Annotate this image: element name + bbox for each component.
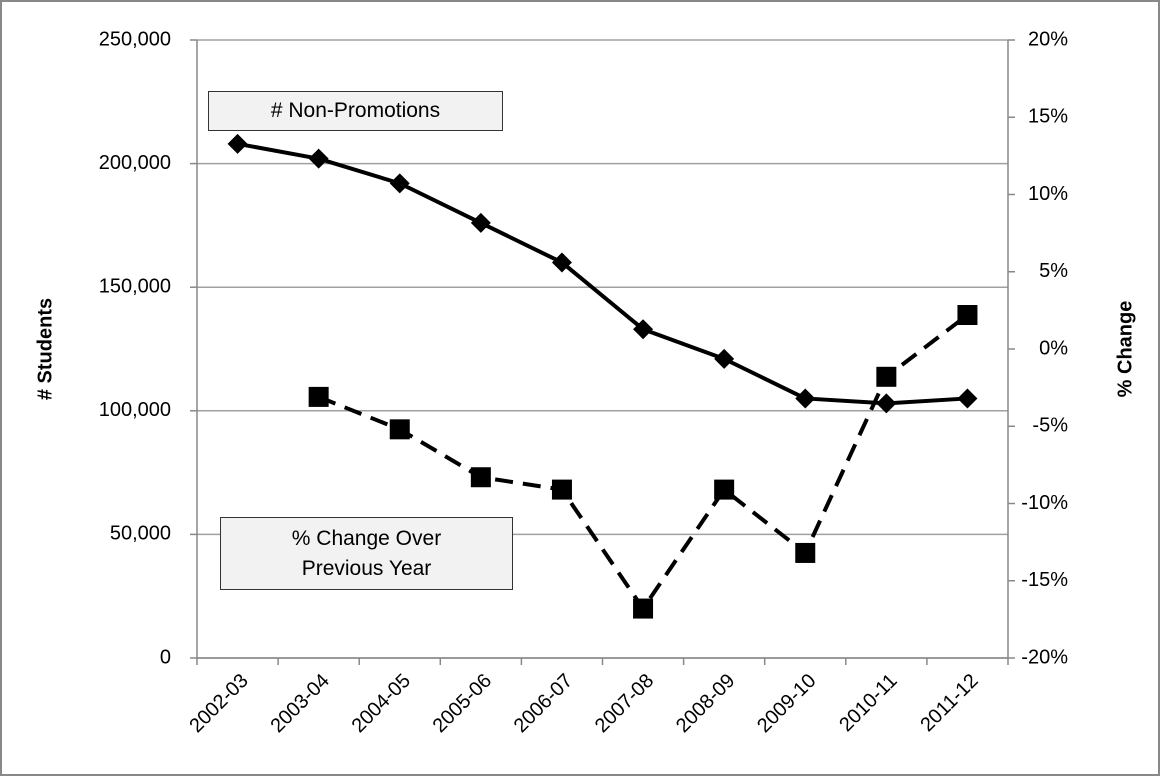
y2-tick-label: 5% xyxy=(1039,260,1068,282)
y2-tick-label: 10% xyxy=(1028,183,1068,205)
series-annotation: % Change Over Previous Year xyxy=(220,517,513,590)
y-tick-label: 150,000 xyxy=(99,275,171,297)
y2-tick-label: -15% xyxy=(1021,569,1068,591)
y2-tick-label: 0% xyxy=(1039,337,1068,359)
y-axis-title: # Students xyxy=(34,298,56,400)
data-point xyxy=(470,467,491,488)
y-tick-label: 200,000 xyxy=(99,152,171,174)
data-point xyxy=(957,388,978,409)
y-tick-label: 100,000 xyxy=(99,399,171,421)
data-point xyxy=(389,173,410,194)
y2-axis-title: % Change xyxy=(1114,301,1136,398)
data-point xyxy=(714,348,735,369)
data-point xyxy=(308,148,329,169)
data-point xyxy=(633,319,654,340)
data-point xyxy=(227,133,248,154)
y2-tick-label: -20% xyxy=(1021,646,1068,668)
y2-tick-label: 20% xyxy=(1028,28,1068,50)
y-tick-label: 50,000 xyxy=(110,523,171,545)
data-point xyxy=(714,479,735,500)
series-line xyxy=(237,141,968,406)
y2-tick-label: 15% xyxy=(1028,106,1068,128)
data-point xyxy=(633,598,654,619)
data-point xyxy=(551,252,572,273)
y2-tick-label: -5% xyxy=(1032,415,1068,437)
data-point xyxy=(876,366,897,387)
series-annotation: # Non-Promotions xyxy=(208,91,503,131)
data-point xyxy=(957,305,978,326)
data-point xyxy=(876,393,897,414)
y-tick-label: 0 xyxy=(160,646,171,668)
y-tick-label: 250,000 xyxy=(99,28,171,50)
data-point xyxy=(551,479,572,500)
data-point xyxy=(795,388,816,409)
data-point xyxy=(389,419,410,440)
y2-tick-label: -10% xyxy=(1021,492,1068,514)
data-point xyxy=(795,542,816,563)
data-point xyxy=(308,386,329,407)
data-point xyxy=(470,212,491,233)
